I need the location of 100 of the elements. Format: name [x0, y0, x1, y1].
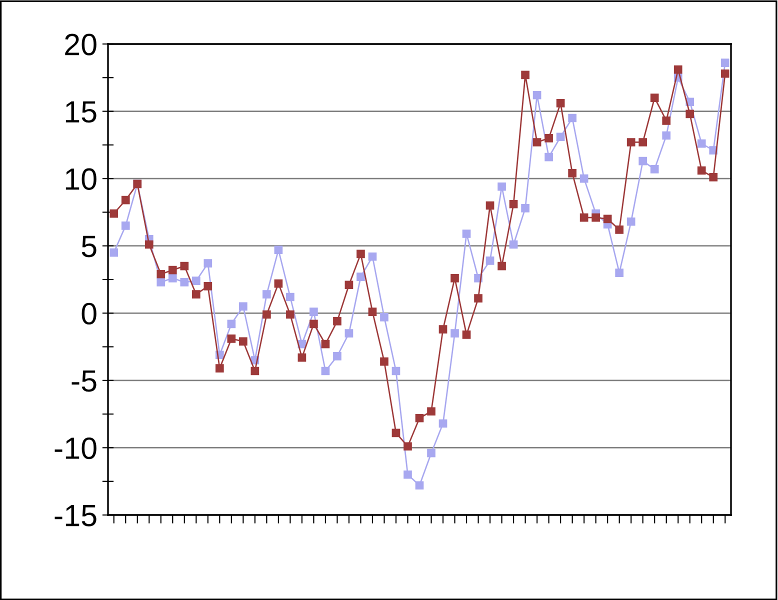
point	[486, 256, 494, 265]
point	[144, 240, 154, 249]
point	[310, 308, 318, 316]
point	[697, 139, 706, 148]
point	[368, 308, 377, 316]
point	[415, 481, 424, 490]
y-tick-label: -15	[54, 505, 96, 526]
y-tick-label: 5	[82, 236, 96, 258]
point	[462, 230, 471, 238]
point	[227, 320, 236, 328]
point	[310, 320, 318, 328]
point	[568, 169, 576, 178]
point	[274, 279, 283, 288]
point	[192, 290, 200, 298]
point	[498, 182, 506, 191]
point	[344, 329, 354, 338]
point	[356, 250, 365, 258]
point	[192, 276, 200, 286]
point	[720, 58, 730, 68]
point	[110, 209, 118, 218]
point	[603, 214, 612, 224]
point	[615, 268, 624, 277]
point	[638, 138, 648, 146]
y-tick-label: -5	[72, 370, 96, 392]
point	[286, 310, 294, 319]
y-tick-label: 0	[82, 302, 96, 325]
y-tick-label: -10	[54, 437, 96, 460]
point	[686, 110, 694, 118]
point	[544, 134, 553, 142]
point	[521, 204, 530, 212]
point	[486, 201, 494, 210]
point	[720, 69, 730, 78]
point	[204, 282, 212, 290]
point	[404, 470, 412, 479]
point	[650, 164, 659, 174]
point	[262, 310, 271, 319]
point	[168, 266, 177, 274]
point	[404, 442, 412, 451]
point	[509, 240, 518, 249]
point	[286, 292, 294, 302]
y-tick-label: 10	[66, 168, 96, 190]
point	[532, 90, 542, 100]
point	[110, 248, 118, 257]
point	[498, 262, 506, 270]
point	[250, 366, 260, 376]
point	[156, 270, 166, 278]
point	[392, 428, 400, 438]
point	[380, 357, 388, 366]
point	[227, 334, 236, 343]
point	[626, 217, 636, 226]
point	[556, 99, 565, 108]
point	[580, 213, 588, 222]
point	[568, 114, 576, 122]
point	[662, 131, 671, 140]
point	[121, 196, 130, 204]
point	[298, 353, 306, 362]
point	[333, 317, 342, 326]
point	[450, 274, 459, 282]
point	[521, 70, 530, 80]
point	[321, 366, 330, 376]
point	[697, 166, 706, 175]
point	[544, 152, 553, 162]
point	[204, 259, 212, 268]
point	[180, 262, 189, 270]
point	[274, 246, 283, 254]
point	[321, 340, 330, 348]
point	[650, 94, 659, 102]
point	[556, 132, 565, 142]
point	[580, 174, 588, 183]
point	[438, 325, 448, 334]
point	[474, 294, 482, 303]
point	[462, 330, 471, 339]
point	[427, 448, 436, 458]
point	[239, 302, 248, 311]
point	[392, 366, 400, 376]
point	[674, 65, 682, 74]
point	[638, 156, 648, 166]
y-tick-label: 15	[66, 101, 96, 123]
point	[615, 226, 624, 234]
point	[333, 352, 342, 360]
point	[380, 313, 388, 322]
point	[427, 407, 436, 416]
point	[121, 222, 130, 230]
point	[592, 213, 600, 222]
point	[532, 138, 542, 146]
y-tick-label: 20	[65, 34, 96, 56]
point	[344, 280, 354, 290]
point	[368, 252, 377, 261]
point	[438, 419, 448, 428]
point	[626, 138, 636, 146]
point	[356, 272, 365, 281]
point	[239, 337, 248, 346]
point	[262, 290, 271, 298]
point	[216, 364, 224, 372]
point	[662, 116, 671, 125]
point	[450, 329, 459, 338]
point	[168, 274, 177, 282]
point	[156, 278, 166, 286]
point	[509, 200, 518, 208]
point	[415, 414, 424, 422]
